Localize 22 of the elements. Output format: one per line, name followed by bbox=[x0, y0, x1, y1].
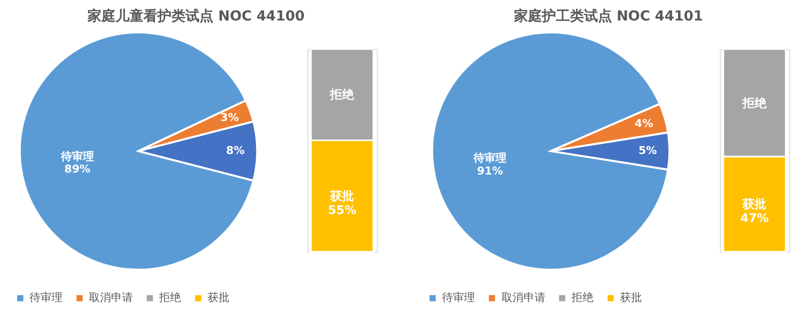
data-label: 拒绝 bbox=[329, 88, 356, 102]
legend-label: 待审理 bbox=[442, 291, 476, 304]
data-label: 获批 55% bbox=[328, 189, 356, 217]
chart-title: 家庭儿童看护类试点 NOC 44100 bbox=[86, 8, 305, 25]
data-label: 待审理 91% bbox=[472, 152, 506, 178]
legend-label: 获批 bbox=[620, 291, 642, 304]
data-label: 3% bbox=[220, 111, 239, 124]
legend-label: 拒绝 bbox=[570, 291, 594, 304]
data-label: 5% bbox=[638, 144, 658, 158]
legend-label: 取消申请 bbox=[501, 291, 546, 304]
data-label: 8% bbox=[226, 144, 245, 158]
legend-label: 取消申请 bbox=[89, 291, 133, 304]
data-label: 获批 47% bbox=[740, 197, 769, 225]
legend-label: 拒绝 bbox=[158, 291, 182, 304]
data-label: 拒绝 bbox=[742, 96, 768, 110]
data-label: 4% bbox=[634, 116, 654, 130]
data-label: 待审理 89% bbox=[60, 150, 94, 176]
chart-title: 家庭护工类试点 NOC 44101 bbox=[512, 8, 704, 25]
pie-slice bbox=[431, 31, 669, 271]
legend-label: 待审理 bbox=[30, 291, 63, 304]
legend-label: 获批 bbox=[208, 291, 230, 304]
pie-slice bbox=[18, 31, 254, 271]
